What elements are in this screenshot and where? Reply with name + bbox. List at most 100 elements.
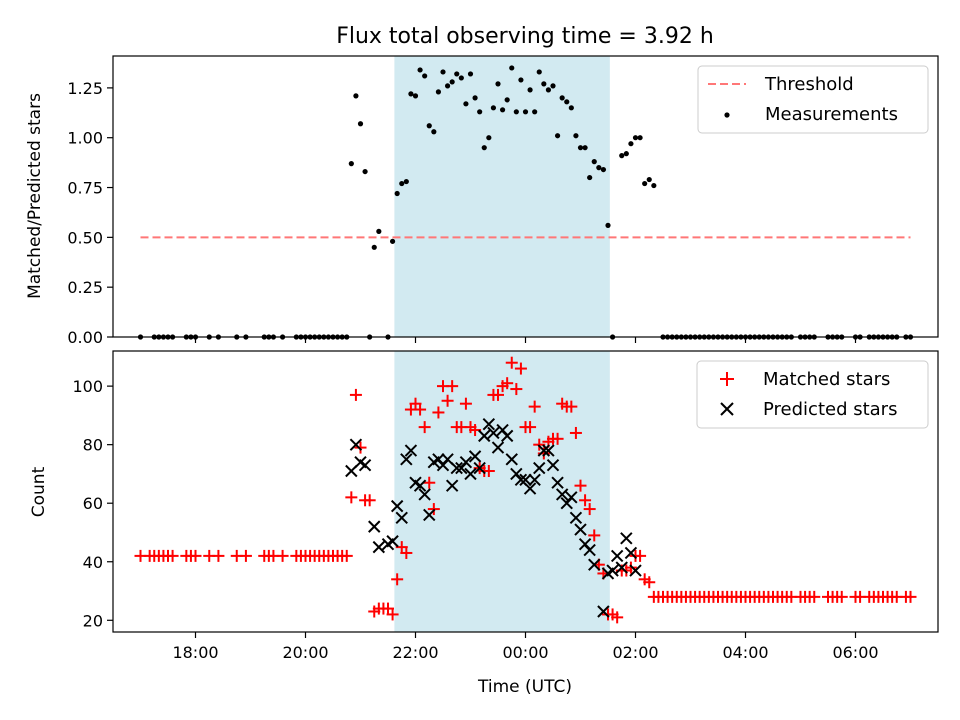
matched-star-point (505, 356, 518, 369)
measurement-point (522, 109, 529, 115)
measurement-point (559, 95, 565, 101)
matched-star-point (524, 421, 537, 434)
predicted-star-point (482, 417, 496, 431)
measurement-point (403, 178, 409, 185)
measurement-point (541, 81, 547, 87)
y-tick-label: 60 (83, 494, 103, 513)
predicted-star-point (537, 444, 551, 457)
measurement-point (587, 174, 593, 181)
measurement-point (472, 95, 478, 101)
measurement-point (509, 65, 515, 71)
matched-star-point (441, 394, 454, 407)
counts-plot-panel: 20 40 60 80 100 18:00 20:00 22:00 00:00 02:00 04:… (29, 350, 939, 697)
matched-star-point (354, 441, 367, 454)
measurement-point (628, 141, 634, 147)
legend-measurement-label: Measurements (765, 104, 898, 125)
matched-star-point (363, 494, 376, 507)
matched-star-point (904, 590, 917, 603)
predicted-star-point (400, 453, 413, 466)
matched-star-point (391, 573, 404, 586)
predicted-star-point (606, 564, 619, 577)
matched-star-point (569, 426, 582, 439)
y-tick-label: 1.00 (67, 129, 103, 148)
predicted-star-point (569, 511, 583, 525)
predicted-star-point (404, 444, 418, 457)
legend-measurement-marker (724, 112, 730, 118)
predicted-star-point (372, 540, 386, 554)
measurement-point (371, 244, 377, 250)
predicted-star-point (519, 473, 532, 486)
predicted-star-point (500, 429, 514, 443)
y-tick-label: 0.50 (67, 228, 103, 247)
predicted-star-point (551, 476, 564, 489)
predicted-star-point (574, 523, 587, 536)
measurement-point (504, 97, 510, 103)
measurement-point (449, 79, 455, 85)
predicted-star-point (464, 467, 477, 481)
measurement-point (623, 151, 629, 157)
matched-star-point (340, 549, 353, 562)
x-tick-label: 04:00 (722, 643, 768, 662)
measurement-point (605, 222, 611, 228)
measurement-point (348, 161, 354, 167)
measurement-point (619, 153, 625, 159)
matched-star-point (166, 549, 179, 562)
measurement-point (376, 228, 382, 234)
matched-star-point (510, 383, 523, 396)
measurement-point (642, 180, 648, 187)
matched-star-point (583, 503, 596, 516)
chart-title: Flux total observing time = 3.92 h (336, 24, 714, 49)
predicted-star-point (588, 558, 601, 571)
measurement-point (651, 182, 657, 189)
matched-star-point (588, 529, 601, 542)
x-tick-label: 00:00 (502, 643, 548, 662)
measurement-point (417, 67, 423, 73)
measurement-point (600, 166, 607, 173)
legend-threshold-label: Threshold (764, 74, 854, 95)
measurement-point (444, 83, 451, 89)
y-tick-label: 0.00 (67, 328, 103, 347)
matched-star-point (414, 403, 427, 416)
measurement-point (536, 69, 542, 75)
measurement-point (495, 81, 501, 87)
predicted-star-point (523, 482, 537, 495)
matched-star-point (501, 377, 514, 390)
matched-star-point (469, 424, 482, 437)
measurement-point (637, 135, 643, 141)
measurement-point (477, 109, 483, 115)
measurement-point (513, 109, 519, 115)
matched-star-point (386, 608, 399, 621)
ratio-plot-panel: 0.00 0.25 0.50 0.75 1.00 1.25 Matched/Predict… (25, 55, 939, 347)
predicted-star-point (555, 488, 569, 501)
matched-star-point (418, 421, 431, 434)
measurement-point (632, 135, 639, 141)
matched-star-point (611, 611, 624, 624)
matched-star-point (276, 549, 289, 562)
matched-star-point (624, 561, 637, 574)
predicted-star-point (368, 520, 381, 533)
observing-window-highlight (394, 56, 610, 337)
x-tick-label: 06:00 (832, 643, 878, 662)
predicted-star-point (468, 450, 482, 463)
matched-star-point (634, 549, 647, 562)
measurement-point (577, 145, 584, 151)
measurement-point (440, 69, 446, 75)
matched-star-point (565, 400, 578, 413)
matched-star-point (446, 380, 459, 393)
matched-star-point (189, 549, 202, 562)
measurement-point (458, 75, 464, 81)
measurement-point (527, 87, 533, 93)
measurement-point (646, 176, 652, 183)
predicted-star-point (528, 473, 541, 486)
predicted-star-point (597, 605, 610, 618)
measurement-point (568, 105, 574, 111)
predicted-star-point (615, 561, 628, 574)
measurement-point (499, 107, 506, 113)
predicted-star-point (349, 438, 363, 451)
measurement-point (554, 133, 561, 139)
measurement-point (431, 129, 437, 135)
y-tick-label: 80 (83, 436, 103, 455)
y-tick-label: 0.75 (67, 179, 103, 198)
measurement-point (486, 135, 492, 141)
